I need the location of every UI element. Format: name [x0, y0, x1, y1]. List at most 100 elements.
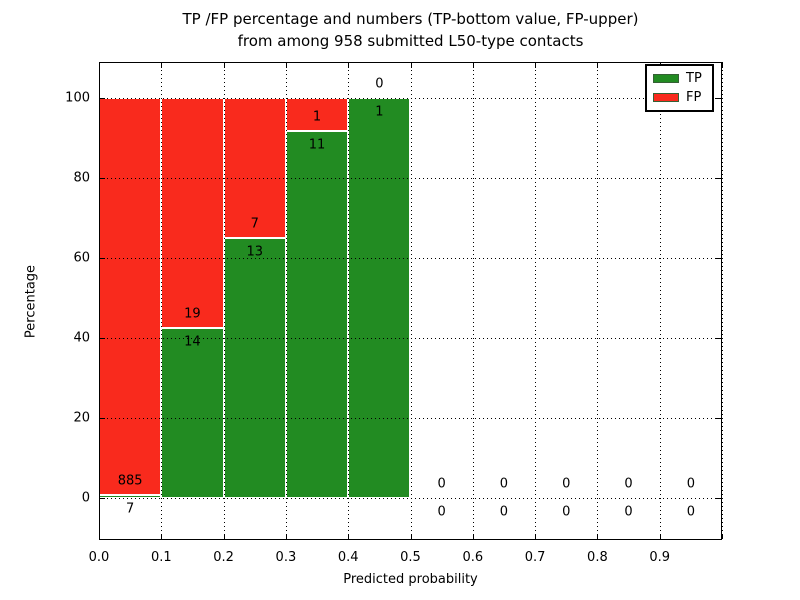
tp-bar-segment — [223, 238, 286, 498]
legend-item-tp: TP — [653, 71, 706, 86]
v-gridline — [722, 62, 723, 540]
x-tick-top — [597, 63, 599, 68]
fp-count-label: 0 — [437, 476, 446, 492]
y-tick-label: 20 — [73, 410, 90, 426]
x-tick-label: 0.4 — [337, 550, 359, 565]
tp-legend-swatch — [653, 74, 679, 84]
x-tick-label: 0.5 — [400, 550, 421, 565]
x-tick-label: 0.8 — [587, 550, 608, 565]
x-tick-top — [535, 63, 537, 68]
tp-count-label: 0 — [686, 504, 695, 520]
fp-count-label: 0 — [375, 76, 384, 92]
plot-area: 885 7 19 14 7 13 1 11 0 1 0 0 0 0 0 0 0 0 0 0 — [99, 62, 723, 540]
chart-title: TP /FP percentage and numbers (TP-bottom… — [99, 8, 722, 52]
x-tick — [285, 534, 287, 539]
x-tick-top — [161, 63, 163, 68]
x-tick-top — [285, 63, 287, 68]
x-tick — [161, 534, 163, 539]
x-tick — [597, 534, 599, 539]
x-tick-label: 0.0 — [88, 550, 110, 565]
tp-count-label: 13 — [246, 244, 264, 260]
fp-count-label: 0 — [686, 476, 695, 492]
v-gridline — [472, 62, 474, 540]
y-tick-label: 0 — [81, 490, 90, 506]
v-gridline — [223, 62, 225, 540]
x-tick — [659, 534, 661, 539]
h-gridline — [99, 98, 722, 99]
x-tick-top — [223, 63, 225, 68]
v-gridline — [659, 62, 661, 540]
x-tick-label: 0.7 — [524, 550, 546, 565]
legend: TP FP — [645, 64, 714, 112]
x-tick-top — [99, 63, 100, 68]
y-tick-label: 60 — [73, 250, 90, 266]
fp-count-label: 0 — [499, 476, 509, 492]
v-gridline — [285, 62, 287, 540]
y-tick — [100, 418, 105, 419]
tp-bar-segment — [348, 98, 411, 498]
y-tick-label: 100 — [65, 90, 90, 106]
v-gridline — [597, 62, 599, 540]
fp-count-label: 19 — [184, 306, 201, 322]
y-axis-label: Percentage — [23, 264, 39, 339]
h-gridline — [99, 418, 722, 419]
chart-title-line1: TP /FP percentage and numbers (TP-bottom… — [182, 10, 639, 28]
v-gridline — [535, 62, 537, 540]
x-tick-top — [722, 63, 723, 68]
x-tick-label: 0.2 — [213, 550, 234, 565]
x-tick — [472, 534, 474, 539]
x-tick — [348, 534, 350, 539]
fp-bar-segment — [99, 98, 162, 495]
x-tick — [223, 534, 225, 539]
y-tick — [100, 258, 105, 259]
x-axis-label: Predicted probability — [343, 572, 478, 587]
fp-count-label: 1 — [312, 109, 322, 125]
fp-bar-segment — [161, 98, 224, 329]
fp-bar-segment — [285, 98, 349, 132]
y-tick — [100, 178, 105, 179]
legend-item-fp: FP — [653, 90, 706, 105]
tp-legend-label: TP — [686, 71, 702, 87]
fp-count-label: 0 — [562, 476, 571, 492]
x-tick-top — [410, 63, 412, 68]
fp-count-label: 885 — [117, 473, 143, 489]
x-tick-top — [348, 63, 350, 68]
x-tick-label: 0.1 — [150, 550, 172, 565]
h-gridline — [99, 498, 722, 499]
x-tick-label: 0.3 — [275, 550, 297, 565]
y-tick-right — [716, 258, 721, 259]
tp-count-label: 7 — [126, 501, 135, 517]
v-gridline — [348, 62, 350, 540]
fp-count-label: 0 — [624, 476, 633, 492]
tp-count-label: 11 — [308, 137, 326, 153]
tp-count-label: 0 — [499, 504, 509, 520]
chart-title-line2: from among 958 submitted L50-type contac… — [237, 32, 584, 50]
fp-bar-segment — [223, 98, 286, 238]
y-tick — [100, 498, 105, 499]
h-gridline — [99, 338, 722, 339]
x-tick — [410, 534, 412, 539]
y-tick-right — [716, 498, 721, 499]
y-tick-label: 80 — [73, 170, 90, 186]
tp-bar-segment — [161, 328, 224, 498]
y-tick-right — [716, 178, 721, 179]
h-gridline — [99, 258, 722, 259]
x-tick-label: 0.9 — [649, 550, 671, 565]
y-tick-right — [716, 418, 721, 419]
tp-count-label: 0 — [437, 504, 446, 520]
tp-count-label: 0 — [624, 504, 633, 520]
fp-legend-label: FP — [686, 89, 702, 105]
fp-legend-swatch — [653, 92, 679, 102]
y-tick-label: 40 — [73, 330, 90, 346]
x-tick — [535, 534, 537, 539]
x-tick-label: 0.6 — [462, 550, 484, 565]
tp-count-label: 1 — [375, 104, 384, 120]
tp-bar-segment — [285, 131, 349, 498]
y-tick — [100, 338, 105, 339]
x-tick — [722, 534, 723, 539]
y-tick — [100, 98, 105, 99]
tp-count-label: 14 — [184, 334, 201, 350]
v-gridline — [410, 62, 412, 540]
tp-count-label: 0 — [562, 504, 571, 520]
